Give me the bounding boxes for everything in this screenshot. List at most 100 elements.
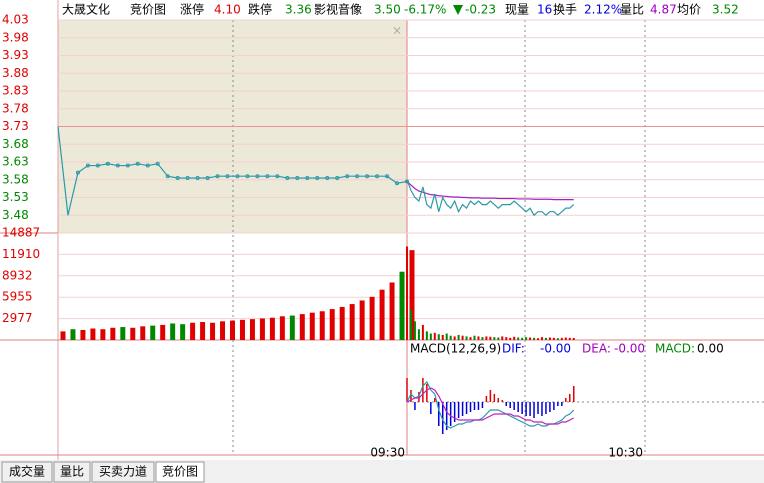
volume-bar	[259, 318, 265, 340]
volume-bar	[445, 333, 448, 340]
header-sector-change: -0.23	[465, 3, 496, 17]
header-avg-price: 3.52	[712, 3, 739, 17]
macd-header: MACD(12,26,9)	[410, 342, 501, 356]
volume-bar	[70, 329, 76, 340]
volume-bar	[417, 329, 420, 340]
volume-bar	[489, 336, 492, 340]
auction-dot	[355, 174, 360, 179]
volume-bar	[477, 336, 480, 340]
auction-dot	[385, 174, 390, 179]
y-tick-label: 3.78	[2, 101, 29, 115]
volume-bar	[429, 333, 432, 340]
auction-dot	[265, 174, 270, 179]
tab[interactable]	[91, 461, 155, 483]
volume-bar	[509, 337, 512, 340]
volume-bar	[473, 335, 476, 340]
volume-bar	[548, 337, 551, 340]
volume-bar	[180, 324, 186, 340]
auction-dot	[305, 175, 310, 180]
volume-bar	[449, 335, 452, 340]
auction-dot	[205, 175, 210, 180]
tab-label[interactable]: 竞价图	[162, 465, 198, 479]
volume-bar	[485, 336, 488, 340]
volume-bar	[200, 322, 206, 340]
volume-bar	[299, 314, 305, 340]
volume-bar	[359, 300, 365, 340]
volume-bar	[249, 319, 255, 340]
volume-bar	[572, 337, 575, 340]
header-limit-down: 3.36	[285, 3, 312, 17]
close-icon[interactable]: ×	[392, 24, 402, 38]
tab[interactable]	[155, 461, 205, 483]
volume-bar	[497, 337, 500, 340]
tab-label[interactable]: 量比	[60, 465, 84, 479]
volume-bar	[349, 304, 355, 340]
tab[interactable]	[1, 461, 53, 483]
header-volume-ratio-label: 量比	[620, 3, 644, 17]
down-arrow	[453, 5, 463, 15]
volume-bar	[413, 321, 416, 340]
auction-dot	[315, 175, 320, 180]
y-tick-label: 3.53	[2, 190, 29, 204]
volume-bar	[309, 312, 315, 340]
auction-dot	[215, 174, 220, 179]
auction-dot	[85, 163, 90, 168]
tab-label[interactable]: 成交量	[9, 464, 45, 479]
auction-dot	[235, 174, 240, 179]
auction-dot	[145, 163, 150, 168]
auction-dot	[345, 174, 350, 179]
header-limit-down-label: 跌停	[248, 2, 272, 17]
volume-bar	[379, 289, 385, 340]
y-tick-label: 3.63	[2, 155, 29, 169]
auction-dot	[135, 161, 140, 166]
y-tick-label: 3.58	[2, 172, 29, 186]
volume-bar	[239, 319, 245, 340]
volume-bar	[80, 329, 86, 340]
y-tick-label: 3.73	[2, 119, 29, 133]
y-tick-label: 3.48	[2, 208, 29, 222]
volume-bar	[339, 306, 345, 340]
volume-bar	[437, 334, 440, 340]
volume-bar	[329, 309, 335, 340]
time-label: 09:30	[370, 446, 405, 460]
auction-dot	[95, 163, 100, 168]
header-sector-change-pct: -6.17%	[404, 3, 446, 17]
volume-bar	[319, 311, 325, 340]
dif-line	[406, 380, 575, 429]
y-tick-label: 14887	[2, 226, 40, 240]
tab[interactable]	[53, 461, 91, 483]
volume-bar	[220, 321, 226, 340]
y-tick-label: 3.93	[2, 48, 29, 62]
volume-bar	[465, 336, 468, 340]
volume-bar	[406, 246, 408, 340]
auction-dot	[125, 163, 130, 168]
volume-bar	[525, 337, 528, 340]
y-tick-label: 3.98	[2, 30, 29, 44]
auction-dot	[365, 174, 370, 179]
header-turnover-label: 换手	[553, 3, 577, 17]
volume-bar	[441, 334, 444, 340]
y-tick-label: 5955	[2, 290, 33, 304]
volume-bar	[533, 337, 536, 340]
y-tick-label: 8932	[2, 268, 33, 282]
volume-bar	[517, 337, 520, 340]
header-sector: 影视音像	[314, 2, 362, 17]
volume-bar	[160, 324, 166, 340]
volume-bar	[421, 324, 424, 340]
tab-label[interactable]: 买卖力道	[99, 465, 147, 479]
y-tick-label: 2977	[2, 311, 33, 325]
auction-dot	[295, 175, 300, 180]
volume-bar	[369, 296, 375, 340]
volume-bar	[90, 328, 96, 340]
auction-dot	[155, 161, 160, 166]
volume-bar	[425, 331, 428, 340]
volume-bar	[521, 337, 524, 340]
header-limit-up: 4.10	[214, 3, 241, 17]
auction-dot	[275, 174, 280, 179]
header-limit-up-label: 涨停	[180, 2, 204, 17]
auction-dot	[395, 181, 400, 186]
y-tick-label: 3.88	[2, 66, 29, 80]
volume-bar	[140, 326, 146, 340]
volume-bar	[433, 332, 436, 340]
